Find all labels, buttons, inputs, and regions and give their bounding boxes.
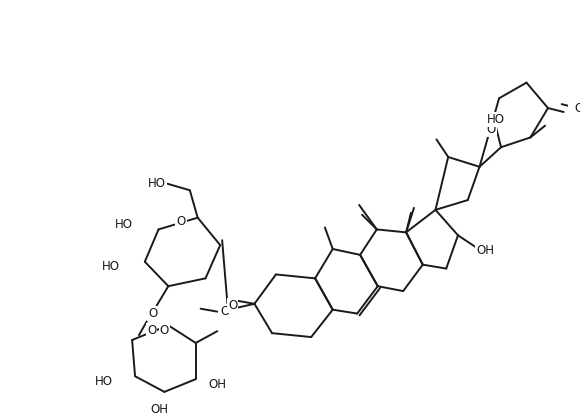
Text: O: O <box>487 123 496 136</box>
Text: O: O <box>575 101 580 114</box>
Text: O: O <box>229 299 238 312</box>
Text: O: O <box>147 324 156 337</box>
Text: HO: HO <box>102 260 119 273</box>
Text: HO: HO <box>147 177 165 190</box>
Text: HO: HO <box>95 375 113 388</box>
Text: OH: OH <box>476 244 494 257</box>
Text: O: O <box>160 324 169 337</box>
Text: O: O <box>176 215 186 228</box>
Text: HO: HO <box>115 218 133 231</box>
Text: OH: OH <box>208 378 226 391</box>
Text: O: O <box>220 305 230 318</box>
Text: OH: OH <box>151 403 169 416</box>
Text: HO: HO <box>487 113 505 126</box>
Text: O: O <box>148 307 157 320</box>
